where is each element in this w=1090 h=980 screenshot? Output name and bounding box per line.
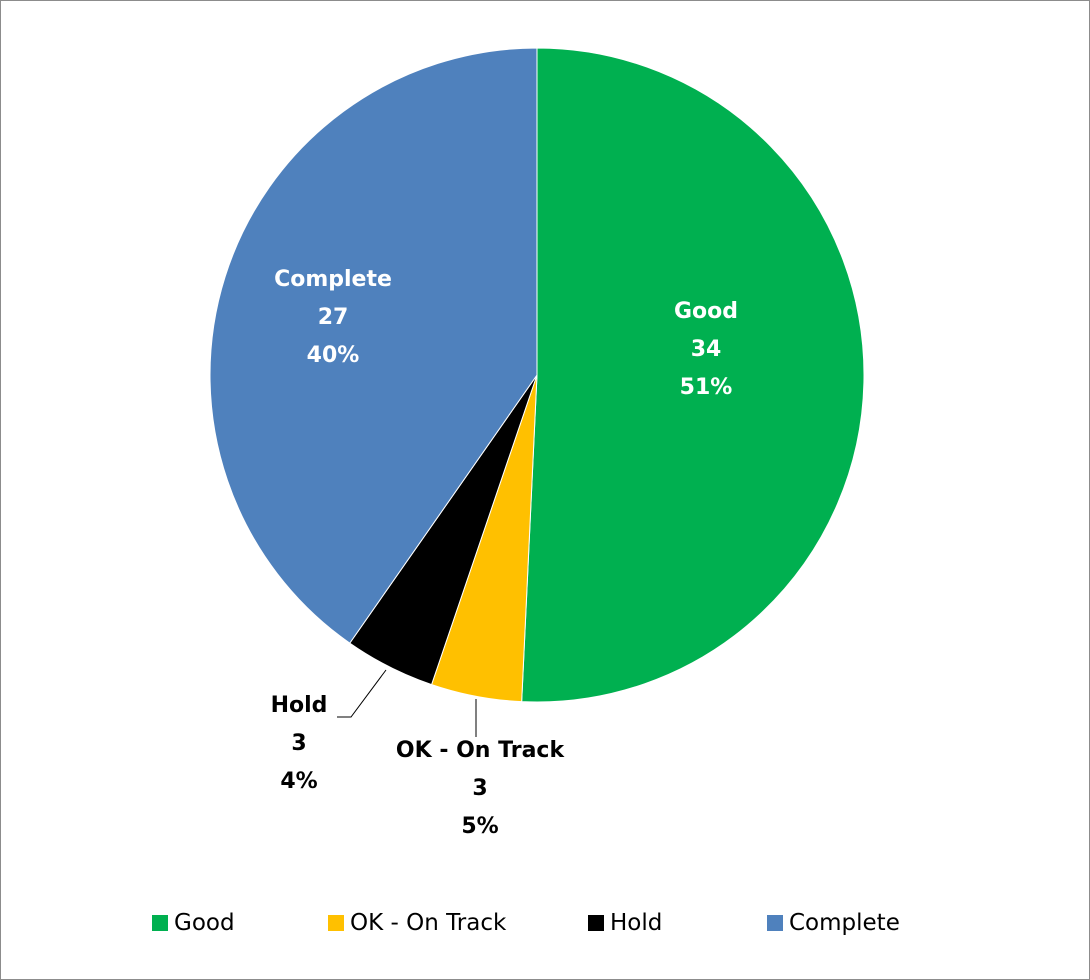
data-label-good-name: Good [674,299,738,324]
data-label-hold-value: 3 [291,731,306,756]
legend-item-good: Good [152,903,235,943]
legend-label-good: Good [174,910,235,936]
data-label-good-percent: 51% [680,375,733,400]
data-label-good-value: 34 [691,337,722,362]
legend-item-ok-on-track: OK - On Track [328,903,506,943]
pie-slice-good [521,47,865,703]
legend-label-hold: Hold [610,910,663,936]
legend-item-hold: Hold [588,903,662,943]
legend: Good OK - On Track Hold Complete [0,903,1090,943]
legend-label-complete: Complete [789,910,900,936]
legend-swatch-ok-on-track [328,915,344,931]
data-label-ok-on-track-percent: 5% [461,814,498,839]
legend-swatch-good [152,915,168,931]
pie-slice-complete [209,47,538,644]
legend-label-ok-on-track: OK - On Track [350,910,507,936]
data-label-complete-name: Complete [274,267,392,292]
data-label-ok-on-track-name: OK - On Track [396,738,566,763]
legend-swatch-complete [767,915,783,931]
legend-swatch-hold [588,915,604,931]
data-label-ok-on-track-value: 3 [472,776,487,801]
data-label-complete-percent: 40% [307,343,360,368]
data-label-complete-value: 27 [318,305,349,330]
data-label-hold-name: Hold [271,693,328,718]
leader-line-hold [337,669,387,718]
pie-chart: Good 34 51% OK - On Track 3 5% Hold 3 4% Complete… [209,47,865,839]
legend-item-complete: Complete [767,903,900,943]
data-label-hold-percent: 4% [280,769,317,794]
